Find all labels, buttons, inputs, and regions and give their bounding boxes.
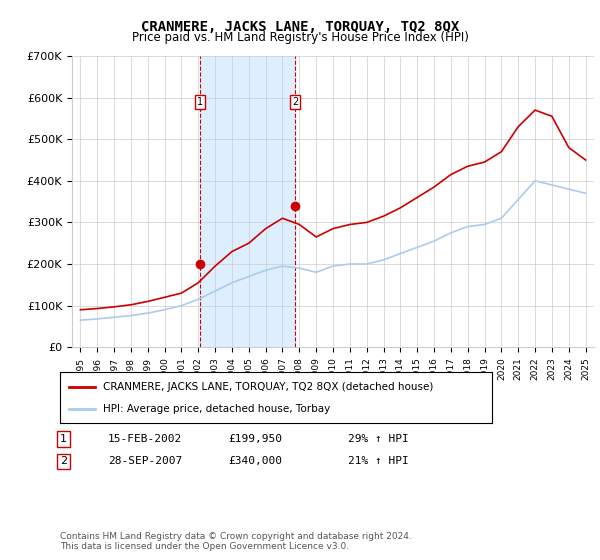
Text: Contains HM Land Registry data © Crown copyright and database right 2024.
This d: Contains HM Land Registry data © Crown c… xyxy=(60,532,412,552)
Text: Price paid vs. HM Land Registry's House Price Index (HPI): Price paid vs. HM Land Registry's House … xyxy=(131,31,469,44)
Bar xyxy=(200,56,295,347)
Text: 21% ↑ HPI: 21% ↑ HPI xyxy=(348,456,409,466)
Text: CRANMERE, JACKS LANE, TORQUAY, TQ2 8QX: CRANMERE, JACKS LANE, TORQUAY, TQ2 8QX xyxy=(141,20,459,34)
Text: 1: 1 xyxy=(60,434,67,444)
Text: 29% ↑ HPI: 29% ↑ HPI xyxy=(348,434,409,444)
Text: CRANMERE, JACKS LANE, TORQUAY, TQ2 8QX (detached house): CRANMERE, JACKS LANE, TORQUAY, TQ2 8QX (… xyxy=(103,381,434,391)
Text: 15-FEB-2002: 15-FEB-2002 xyxy=(108,434,182,444)
Text: HPI: Average price, detached house, Torbay: HPI: Average price, detached house, Torb… xyxy=(103,404,331,414)
Text: 2: 2 xyxy=(60,456,67,466)
Text: 2: 2 xyxy=(292,97,298,107)
Text: 28-SEP-2007: 28-SEP-2007 xyxy=(108,456,182,466)
Text: £199,950: £199,950 xyxy=(228,434,282,444)
Text: £340,000: £340,000 xyxy=(228,456,282,466)
Text: 1: 1 xyxy=(197,97,203,107)
